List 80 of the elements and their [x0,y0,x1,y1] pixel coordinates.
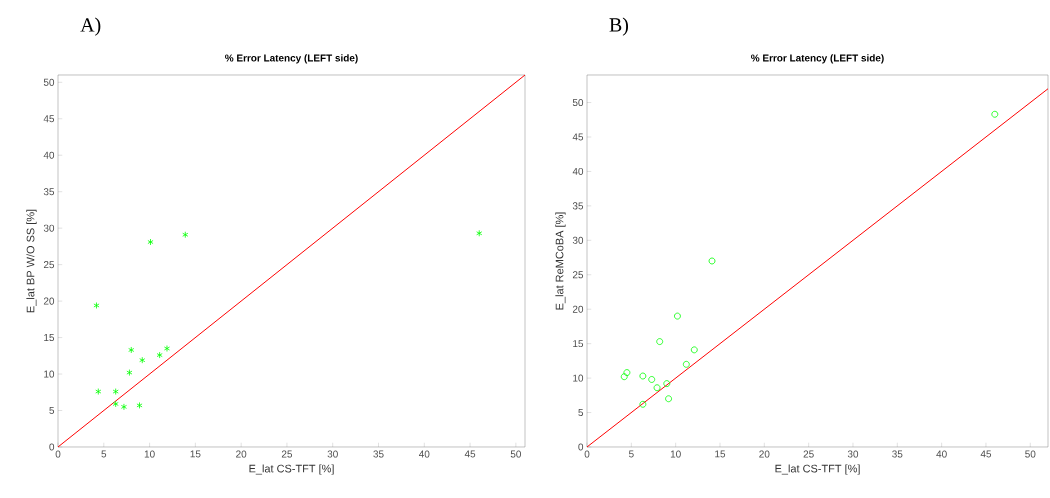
point [620,373,628,381]
y-tick-label: 15 [573,340,584,348]
x-axis-title: E_lat CS-TFT [%] [775,464,860,475]
y-tick-label: 10 [573,374,584,382]
chart-title: % Error Latency (LEFT side) [225,54,358,64]
x-tick-label: 35 [892,450,903,458]
point [112,400,119,408]
point [682,360,690,368]
point [674,312,681,320]
point [653,384,661,392]
x-tick-label: 50 [1025,450,1036,458]
y-tick-label: 10 [44,370,55,378]
point [639,400,647,408]
x-tick-label: 5 [101,450,107,458]
y-axis-title: E_lat BP W/O SS [%] [26,209,37,313]
point [120,403,127,411]
point [648,376,656,383]
x-tick-label: 50 [510,450,522,458]
point [95,388,102,395]
x-tick-label: 40 [418,450,430,458]
x-tick-label: 15 [715,450,726,458]
y-tick-label: 45 [43,115,55,123]
point [708,257,716,265]
point [639,372,647,380]
y-tick-label: 50 [572,99,584,107]
y-tick-label: 20 [572,305,584,313]
point [163,345,170,352]
point [156,351,163,359]
x-tick-label: 40 [936,450,947,458]
x-tick-label: 15 [190,450,201,458]
point [690,346,698,354]
y-tick-label: 45 [572,133,584,141]
x-tick-label: 0 [584,450,590,458]
x-tick-label: 10 [670,450,681,458]
y-tick-label: 5 [578,409,584,417]
point [128,346,135,354]
y-tick-label: 40 [572,167,584,175]
y-tick-label: 40 [43,151,55,159]
y-tick-label: 20 [43,297,55,305]
point [147,238,154,246]
point [139,356,146,364]
y-tick-label: 50 [43,78,55,86]
point [182,231,189,239]
y-tick-label: 25 [572,271,584,279]
point [991,110,999,118]
text: A) [80,17,101,36]
x-tick-label: 45 [980,450,992,458]
x-tick-label: 35 [373,450,384,458]
point [476,229,483,237]
y-tick-label: 35 [572,202,584,210]
x-tick-label: 45 [464,450,476,458]
chart-title: % Error Latency (LEFT side) [751,54,884,64]
x-tick-label: 0 [55,450,61,458]
point [623,369,631,376]
point [126,369,133,376]
x-tick-label: 30 [327,450,338,458]
point [93,302,100,309]
y-tick-label: 30 [572,236,584,244]
y-tick-label: 0 [578,443,584,451]
x-tick-label: 20 [236,450,247,458]
x-tick-label: 30 [847,450,859,458]
y-tick-label: 25 [43,261,55,269]
y-tick-label: 0 [49,443,55,451]
point [663,380,671,388]
y-tick-label: 15 [44,334,55,342]
y-tick-label: 35 [43,188,55,196]
y-axis-title: E_lat ReMCoBA [%] [555,212,566,310]
x-tick-label: 5 [628,450,634,458]
text: B) [609,17,629,36]
point [112,388,119,395]
point [665,395,672,403]
point [136,402,143,409]
x-tick-label: 25 [281,450,293,458]
y-tick-label: 5 [49,407,55,414]
y-tick-label: 30 [43,224,55,232]
point [656,338,664,345]
x-axis-title: E_lat CS-TFT [%] [249,464,334,475]
x-tick-label: 20 [759,450,770,458]
x-tick-label: 10 [144,450,155,458]
x-tick-label: 25 [803,450,814,458]
